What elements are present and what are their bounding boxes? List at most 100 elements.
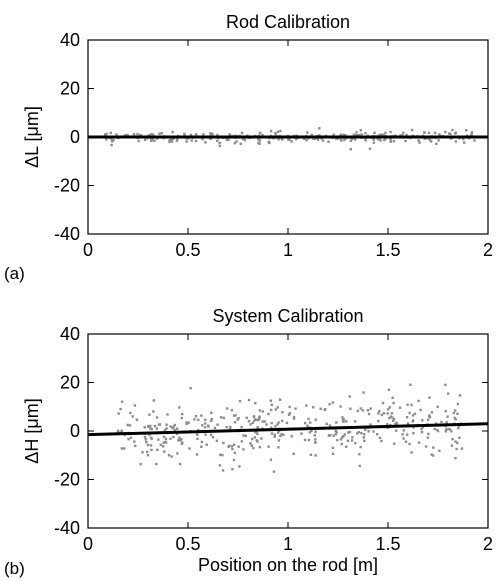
- data-point: [447, 427, 450, 431]
- data-point: [181, 441, 184, 444]
- data-point: [229, 425, 232, 429]
- data-point: [143, 138, 147, 142]
- data-point: [195, 453, 199, 456]
- data-point: [180, 416, 184, 420]
- data-point: [386, 423, 389, 426]
- data-point: [433, 131, 437, 135]
- data-point: [357, 133, 361, 137]
- data-point: [383, 138, 386, 142]
- data-point: [267, 445, 270, 448]
- data-point: [276, 423, 279, 426]
- data-point: [456, 412, 459, 416]
- data-point: [269, 408, 273, 412]
- data-point: [304, 421, 307, 425]
- x-tick-label: 1.5: [375, 240, 400, 260]
- chart-title: System Calibration: [212, 306, 363, 326]
- data-point: [307, 417, 310, 421]
- data-point: [194, 415, 198, 418]
- data-point: [432, 446, 435, 449]
- data-point: [377, 419, 380, 423]
- data-point: [292, 415, 296, 419]
- data-point: [313, 434, 316, 437]
- data-point: [143, 435, 147, 439]
- data-point: [276, 130, 280, 133]
- data-point: [347, 431, 350, 434]
- data-point: [417, 139, 420, 142]
- x-axis-label: Position on the rod [m]: [198, 555, 378, 575]
- data-point: [379, 139, 382, 142]
- data-point: [258, 142, 261, 145]
- data-point: [216, 423, 219, 426]
- data-point: [209, 433, 213, 437]
- data-point: [195, 433, 199, 436]
- data-point: [363, 439, 366, 443]
- data-point: [256, 418, 259, 422]
- data-point: [334, 429, 337, 433]
- x-tick-label: 1: [283, 240, 293, 260]
- panel-label: (a): [4, 264, 25, 283]
- data-point: [210, 418, 214, 421]
- data-point: [327, 140, 330, 143]
- data-point: [380, 133, 383, 136]
- data-point: [314, 454, 317, 457]
- data-point: [110, 138, 113, 141]
- data-point: [221, 469, 225, 472]
- y-axis-label: ΔH [μm]: [22, 398, 42, 463]
- data-point: [256, 426, 259, 429]
- data-point: [430, 453, 433, 456]
- data-point: [456, 402, 460, 406]
- data-point: [321, 139, 325, 142]
- data-point: [308, 421, 312, 424]
- data-point: [390, 412, 394, 415]
- data-point: [362, 391, 365, 394]
- data-point: [419, 408, 422, 412]
- data-point: [149, 444, 153, 447]
- data-point: [249, 442, 252, 445]
- data-point: [380, 413, 384, 417]
- data-point: [244, 434, 247, 438]
- data-point: [331, 446, 335, 450]
- data-point: [161, 445, 165, 448]
- data-point: [373, 131, 376, 135]
- data-point: [400, 134, 404, 137]
- data-point: [340, 442, 343, 446]
- data-point: [274, 134, 278, 137]
- data-point: [163, 450, 166, 453]
- data-point: [187, 421, 190, 424]
- data-point: [382, 412, 386, 415]
- data-point: [369, 423, 372, 426]
- data-point: [343, 138, 346, 142]
- data-point: [237, 445, 240, 448]
- data-point: [343, 433, 346, 436]
- data-point: [324, 408, 327, 411]
- data-point: [405, 416, 409, 419]
- data-point: [157, 438, 160, 441]
- data-point: [150, 427, 153, 431]
- data-point: [393, 442, 396, 445]
- data-point: [314, 438, 317, 441]
- data-point: [444, 130, 447, 134]
- data-point: [228, 444, 231, 447]
- data-point: [364, 428, 367, 432]
- data-point: [238, 465, 241, 468]
- data-point: [115, 133, 118, 136]
- data-point: [412, 426, 415, 429]
- data-point: [263, 420, 266, 423]
- data-point: [307, 438, 311, 442]
- data-point: [453, 132, 457, 135]
- data-point: [473, 139, 476, 142]
- data-point: [203, 426, 207, 429]
- data-point: [258, 139, 261, 142]
- data-point: [270, 403, 273, 407]
- data-point: [153, 424, 157, 428]
- data-point: [372, 137, 375, 141]
- data-point: [349, 139, 353, 143]
- data-point: [148, 433, 151, 436]
- data-point: [402, 131, 405, 135]
- data-point: [435, 142, 438, 146]
- data-point: [170, 140, 174, 143]
- data-point: [211, 132, 214, 136]
- data-point: [398, 406, 402, 409]
- data-point: [210, 411, 213, 415]
- data-point: [175, 427, 179, 430]
